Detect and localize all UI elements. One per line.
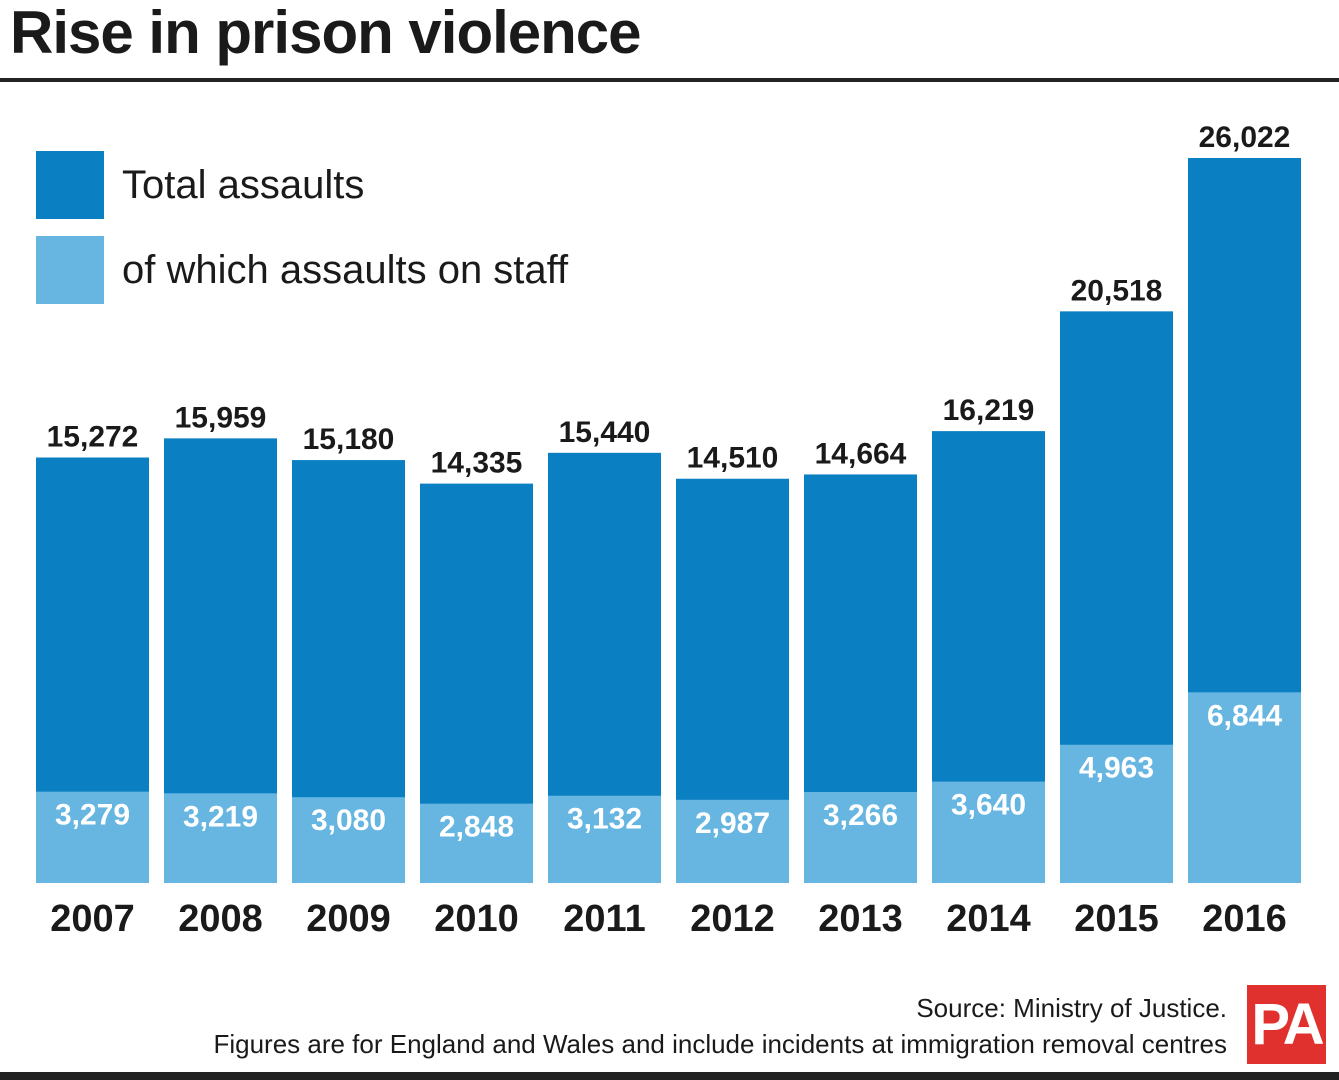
- x-tick-label-2011: 2011: [563, 898, 645, 940]
- x-tick-label-2015: 2015: [1074, 898, 1159, 940]
- bar-staff-2014: [932, 781, 1045, 883]
- data-label-staff-2010: 2,848: [439, 811, 514, 844]
- data-label-staff-2014: 3,640: [951, 789, 1026, 822]
- bar-staff-2009: [292, 797, 405, 883]
- footnote-text: Figures are for England and Wales and in…: [213, 1029, 1227, 1059]
- bar-staff-2012: [676, 799, 789, 883]
- legend-swatch-staff: [36, 236, 104, 304]
- data-label-staff-2013: 3,266: [823, 799, 898, 832]
- data-label-total-2015: 20,518: [1071, 274, 1163, 307]
- pa-logo-text: PA: [1251, 992, 1324, 1057]
- x-tick-label-2014: 2014: [946, 898, 1031, 940]
- legend-label-staff: of which assaults on staff: [122, 247, 569, 292]
- title-divider: [0, 78, 1339, 82]
- legend-item-staff: of which assaults on staff: [36, 236, 568, 304]
- x-tick-label-2009: 2009: [306, 898, 391, 940]
- x-tick-label-2013: 2013: [818, 898, 903, 940]
- data-label-staff-2016: 6,844: [1207, 699, 1282, 732]
- bar-staff-2015: [1060, 744, 1173, 883]
- data-label-total-2007: 15,272: [47, 421, 139, 454]
- bar-staff-2011: [548, 795, 661, 883]
- legend-item-total: Total assaults: [36, 151, 364, 219]
- bottom-bar: [0, 1072, 1339, 1080]
- chart-title: Rise in prison violence: [10, 0, 642, 66]
- bar-staff-2013: [804, 792, 917, 883]
- bar-staff-2010: [420, 803, 533, 883]
- x-tick-label-2007: 2007: [50, 898, 135, 940]
- x-tick-label-2012: 2012: [690, 898, 775, 940]
- data-label-total-2014: 16,219: [943, 394, 1035, 427]
- data-label-staff-2009: 3,080: [311, 804, 386, 837]
- x-tick-label-2008: 2008: [178, 898, 263, 940]
- data-label-staff-2008: 3,219: [183, 800, 258, 833]
- data-label-total-2011: 15,440: [559, 416, 651, 449]
- data-label-total-2010: 14,335: [431, 447, 523, 480]
- bar-staff-2008: [164, 793, 277, 883]
- data-label-total-2016: 26,022: [1199, 121, 1291, 154]
- bar-staff-2007: [36, 791, 149, 883]
- bar-staff-2016: [1188, 692, 1301, 883]
- data-label-staff-2011: 3,132: [567, 803, 642, 836]
- x-tick-label-2010: 2010: [434, 898, 519, 940]
- source-note: Source: Ministry of Justice. Figures are…: [213, 990, 1227, 1062]
- x-tick-label-2016: 2016: [1202, 898, 1287, 940]
- data-label-total-2012: 14,510: [687, 442, 779, 475]
- data-label-staff-2015: 4,963: [1079, 752, 1154, 785]
- data-label-total-2009: 15,180: [303, 423, 395, 456]
- pa-logo: PA: [1247, 985, 1326, 1064]
- source-text: Source: Ministry of Justice.: [916, 993, 1227, 1023]
- data-label-staff-2012: 2,987: [695, 807, 770, 840]
- data-label-total-2013: 14,664: [815, 437, 907, 470]
- data-label-total-2008: 15,959: [175, 401, 267, 434]
- data-label-staff-2007: 3,279: [55, 799, 130, 832]
- legend-label-total: Total assaults: [122, 162, 365, 207]
- legend-swatch-total: [36, 151, 104, 219]
